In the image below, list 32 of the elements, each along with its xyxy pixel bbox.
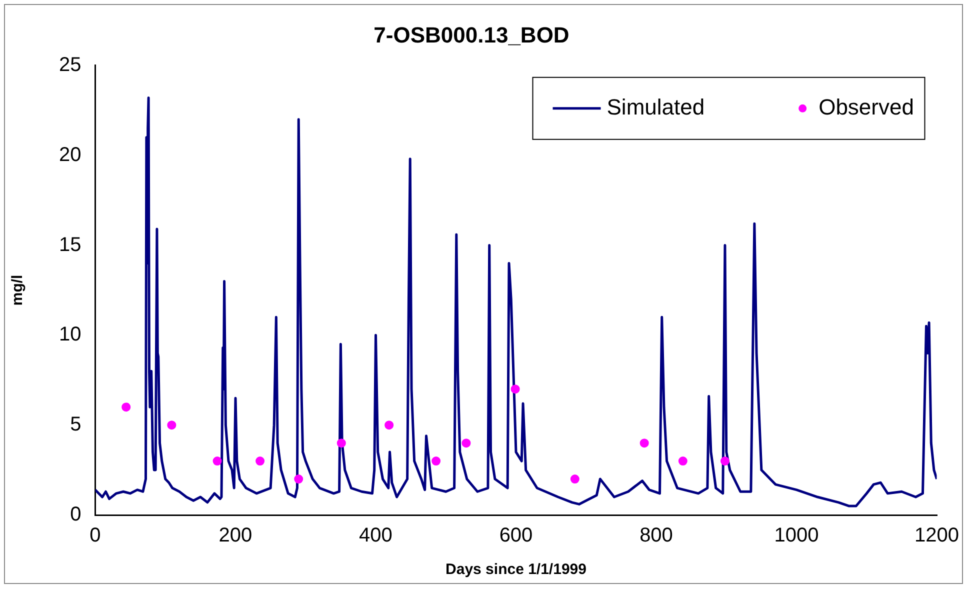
x-tick-label: 1200 — [914, 524, 960, 547]
y-tick-label: 15 — [58, 234, 82, 256]
x-tick-label: 0 — [90, 524, 101, 547]
x-tick-label: 200 — [218, 524, 252, 547]
y-tick-label: 10 — [58, 324, 82, 346]
point — [167, 420, 176, 430]
point — [384, 420, 394, 430]
point — [462, 438, 471, 448]
y-tick-label: 0 — [70, 504, 82, 526]
point — [640, 438, 649, 448]
x-axis-title: Days since 1/1/1999 — [446, 561, 586, 578]
point — [432, 456, 441, 466]
point — [256, 456, 265, 466]
legend-label: Observed — [818, 94, 914, 120]
x-tick-label: 1000 — [774, 524, 819, 547]
point — [212, 456, 222, 466]
point — [720, 456, 730, 466]
x-tick-label: 400 — [359, 524, 392, 547]
chart-title: 7-OSB000.13_BOD — [374, 22, 570, 48]
x-tick-label: 800 — [640, 524, 673, 547]
y-tick-label: 20 — [58, 144, 82, 166]
y-axis-title: mg/l — [9, 274, 26, 306]
y-tick-label: 5 — [70, 414, 82, 436]
point — [122, 402, 131, 412]
point — [336, 438, 346, 448]
point — [510, 384, 520, 394]
x-tick-label: 600 — [499, 524, 533, 547]
legend-label: Simulated — [606, 94, 705, 120]
y-tick-label: 25 — [58, 54, 82, 76]
point — [570, 474, 580, 484]
point — [294, 474, 304, 484]
point — [678, 456, 688, 466]
